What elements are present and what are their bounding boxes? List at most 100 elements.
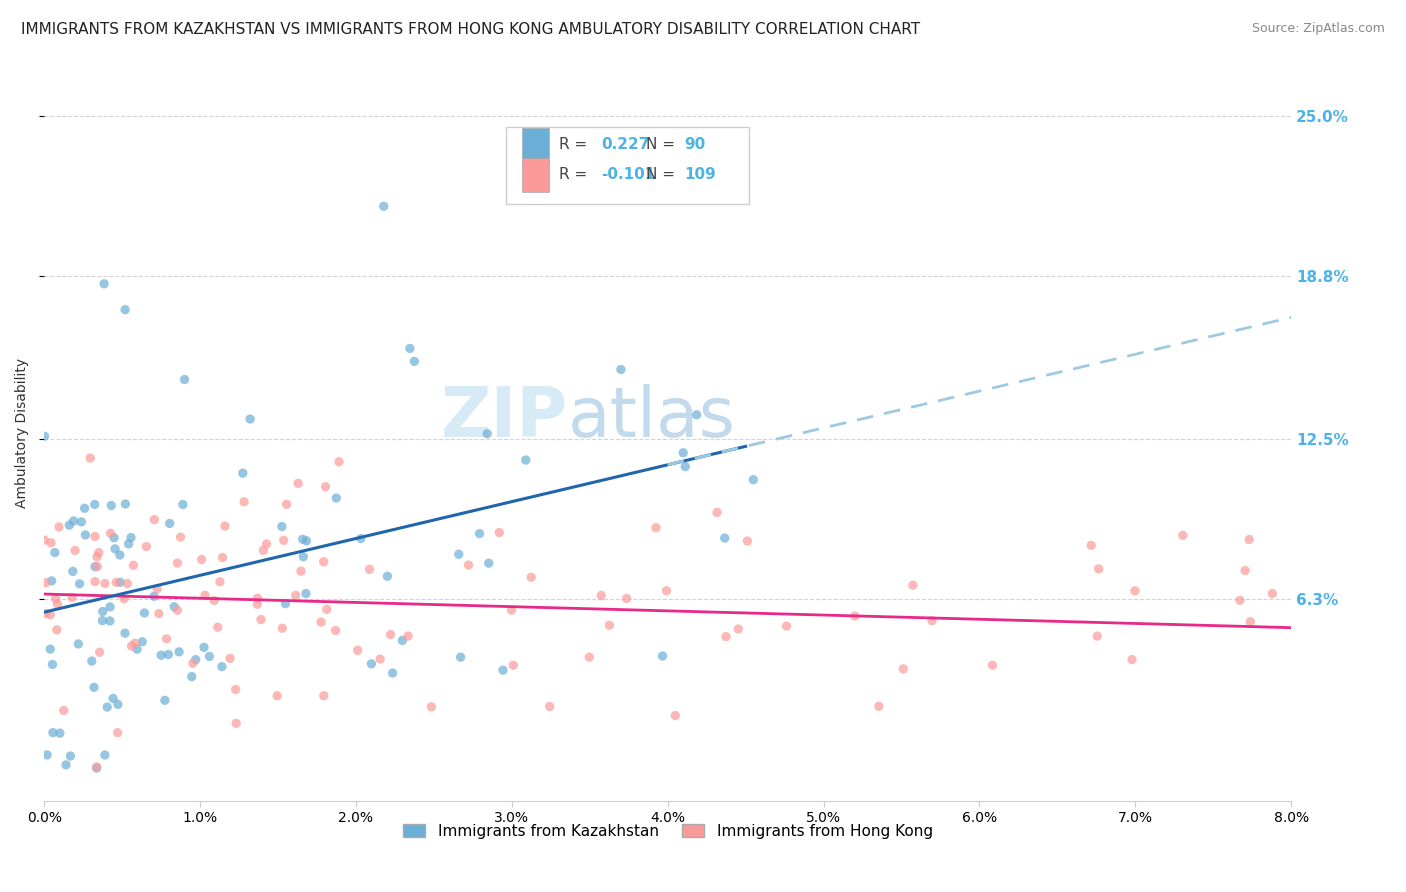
Immigrants from Kazakhstan xyxy=(125,642,148,657)
Immigrants from Kazakhstan xyxy=(73,501,96,516)
Immigrants from Hong Kong xyxy=(1229,593,1251,607)
Immigrants from Hong Kong xyxy=(420,699,443,714)
Text: N =: N = xyxy=(647,137,681,153)
Immigrants from Kazakhstan xyxy=(70,515,93,529)
Immigrants from Hong Kong xyxy=(396,629,419,643)
Immigrants from Hong Kong xyxy=(328,455,350,469)
Immigrants from Hong Kong xyxy=(1234,564,1257,578)
Immigrants from Hong Kong xyxy=(112,591,135,606)
Immigrants from Hong Kong xyxy=(207,620,229,634)
Immigrants from Kazakhstan xyxy=(391,633,413,648)
Immigrants from Kazakhstan xyxy=(159,516,181,531)
Immigrants from Hong Kong xyxy=(86,559,108,574)
Immigrants from Hong Kong xyxy=(1239,615,1261,629)
Immigrants from Kazakhstan xyxy=(69,576,91,591)
Immigrants from Kazakhstan xyxy=(75,528,97,542)
Immigrants from Kazakhstan xyxy=(232,466,254,480)
Immigrants from Kazakhstan xyxy=(58,518,80,533)
Text: R =: R = xyxy=(560,137,592,153)
Immigrants from Kazakhstan xyxy=(100,499,122,513)
Immigrants from Hong Kong xyxy=(312,689,335,703)
Immigrants from Hong Kong xyxy=(166,603,188,617)
Immigrants from Kazakhstan xyxy=(381,666,404,681)
Immigrants from Hong Kong xyxy=(86,760,108,774)
Immigrants from Kazakhstan xyxy=(404,354,426,368)
Immigrants from Kazakhstan xyxy=(742,473,765,487)
Immigrants from Hong Kong xyxy=(87,545,110,559)
Immigrants from Hong Kong xyxy=(981,658,1004,673)
Immigrants from Hong Kong xyxy=(107,725,129,739)
Immigrants from Hong Kong xyxy=(1080,538,1102,552)
Immigrants from Hong Kong xyxy=(290,564,312,578)
Text: 90: 90 xyxy=(683,137,706,153)
Immigrants from Kazakhstan xyxy=(62,565,84,579)
Immigrants from Hong Kong xyxy=(246,597,269,611)
Immigrants from Hong Kong xyxy=(368,652,391,666)
Immigrants from Kazakhstan xyxy=(360,657,382,671)
Immigrants from Kazakhstan xyxy=(84,559,107,574)
Immigrants from Hong Kong xyxy=(380,627,402,641)
Immigrants from Kazakhstan xyxy=(91,605,114,619)
Immigrants from Kazakhstan xyxy=(478,556,501,570)
Immigrants from Kazakhstan xyxy=(492,663,515,677)
Text: IMMIGRANTS FROM KAZAKHSTAN VS IMMIGRANTS FROM HONG KONG AMBULATORY DISABILITY CO: IMMIGRANTS FROM KAZAKHSTAN VS IMMIGRANTS… xyxy=(21,22,920,37)
Immigrants from Hong Kong xyxy=(315,602,337,616)
Immigrants from Hong Kong xyxy=(276,497,298,511)
Immigrants from Kazakhstan xyxy=(173,372,195,386)
Text: ZIP: ZIP xyxy=(440,384,568,451)
Immigrants from Hong Kong xyxy=(32,533,55,547)
Text: 0.227: 0.227 xyxy=(602,137,650,153)
Immigrants from Kazakhstan xyxy=(67,637,90,651)
Immigrants from Hong Kong xyxy=(45,623,67,637)
Immigrants from Kazakhstan xyxy=(193,640,215,655)
Immigrants from Kazakhstan xyxy=(41,574,63,588)
Immigrants from Kazakhstan xyxy=(101,691,124,706)
Immigrants from Hong Kong xyxy=(225,716,247,731)
Immigrants from Kazakhstan xyxy=(325,491,347,505)
Immigrants from Kazakhstan xyxy=(49,726,72,740)
Immigrants from Hong Kong xyxy=(457,558,479,573)
Immigrants from Kazakhstan xyxy=(672,446,695,460)
Immigrants from Hong Kong xyxy=(89,645,111,659)
Immigrants from Kazakhstan xyxy=(163,599,186,614)
Immigrants from Hong Kong xyxy=(211,550,233,565)
Immigrants from Hong Kong xyxy=(868,699,890,714)
Immigrants from Kazakhstan xyxy=(120,531,142,545)
Immigrants from Hong Kong xyxy=(35,607,58,621)
Immigrants from Kazakhstan xyxy=(447,547,470,561)
Immigrants from Hong Kong xyxy=(775,619,797,633)
Immigrants from Hong Kong xyxy=(48,520,70,534)
Immigrants from Kazakhstan xyxy=(295,586,318,600)
Immigrants from Hong Kong xyxy=(645,521,668,535)
Text: Source: ZipAtlas.com: Source: ZipAtlas.com xyxy=(1251,22,1385,36)
Immigrants from Hong Kong xyxy=(256,537,278,551)
Immigrants from Hong Kong xyxy=(591,589,613,603)
Immigrants from Hong Kong xyxy=(155,632,177,646)
Immigrants from Hong Kong xyxy=(135,540,157,554)
Immigrants from Hong Kong xyxy=(891,662,914,676)
Immigrants from Kazakhstan xyxy=(35,747,58,762)
Immigrants from Hong Kong xyxy=(166,556,188,570)
Immigrants from Hong Kong xyxy=(844,609,866,624)
Immigrants from Kazakhstan xyxy=(685,408,707,422)
Immigrants from Hong Kong xyxy=(63,543,86,558)
Immigrants from Kazakhstan xyxy=(515,453,537,467)
Text: -0.101: -0.101 xyxy=(602,168,655,183)
Immigrants from Hong Kong xyxy=(727,622,749,636)
Immigrants from Kazakhstan xyxy=(399,342,422,356)
Immigrants from Hong Kong xyxy=(124,636,146,650)
Immigrants from Hong Kong xyxy=(148,607,170,621)
Immigrants from Hong Kong xyxy=(143,513,166,527)
Immigrants from Kazakhstan xyxy=(117,537,139,551)
Immigrants from Kazakhstan xyxy=(274,597,297,611)
Immigrants from Hong Kong xyxy=(921,614,943,628)
Immigrants from Hong Kong xyxy=(84,529,107,543)
Immigrants from Kazakhstan xyxy=(373,199,395,213)
Immigrants from Hong Kong xyxy=(252,543,274,558)
Immigrants from Kazakhstan xyxy=(34,429,56,443)
Immigrants from Hong Kong xyxy=(1087,562,1109,576)
Immigrants from Hong Kong xyxy=(312,555,335,569)
Immigrants from Kazakhstan xyxy=(468,526,491,541)
Immigrants from Kazakhstan xyxy=(104,541,127,556)
Immigrants from Hong Kong xyxy=(45,591,67,606)
